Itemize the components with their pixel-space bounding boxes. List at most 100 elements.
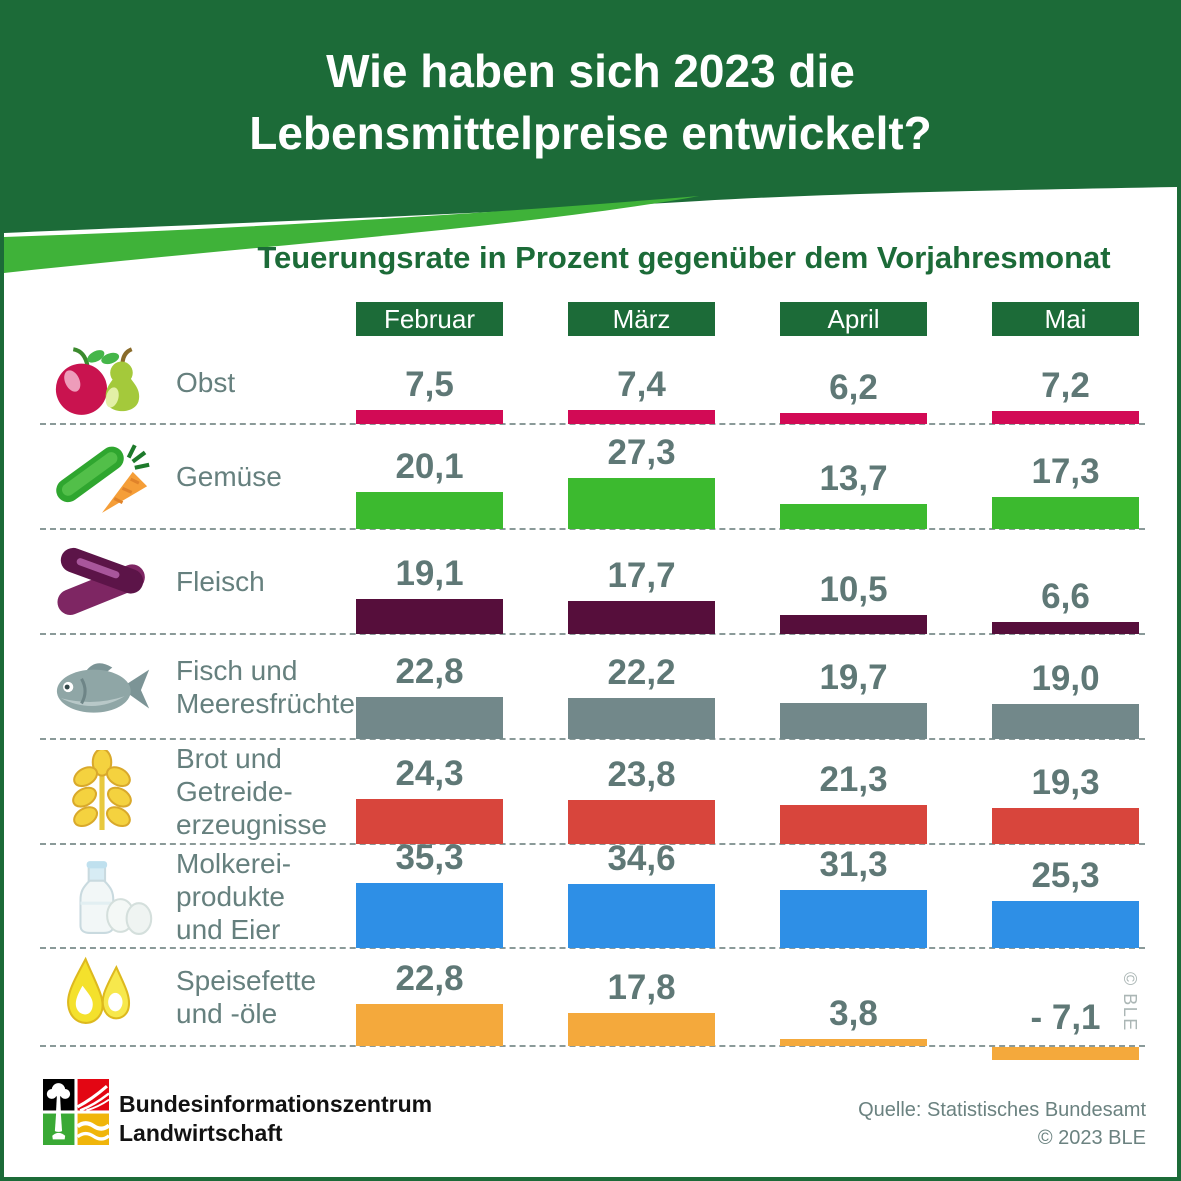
bar-value: 10,5 [819, 570, 888, 609]
bar-value: 22,2 [607, 653, 676, 692]
row-label-line: Obst [176, 366, 236, 398]
bar-value: 7,4 [617, 365, 666, 404]
publisher-name: Bundesinformationszentrum Landwirtschaft [119, 1090, 432, 1148]
month-header: März [568, 302, 715, 336]
bar [780, 1039, 927, 1046]
row-label-line: Getreide- [176, 776, 293, 807]
row-label: Molkerei-produkte und Eier [176, 844, 356, 948]
separator-line [40, 1045, 1145, 1047]
row-label-line: Meeresfrüchte [176, 687, 355, 719]
row-label-line: erzeugnisse [176, 809, 327, 840]
month-header: Februar [356, 302, 503, 336]
bzl-logo [43, 1079, 109, 1145]
row-label: Gemüse [176, 424, 356, 529]
row-label-line: und -öle [176, 998, 278, 1029]
row-label: Speisefette und -öle [176, 948, 356, 1046]
cucumber-carrot-icon [32, 426, 172, 525]
bar [568, 410, 715, 424]
bar-value: 19,7 [819, 658, 888, 697]
ble-credit-watermark: © BLE [1120, 972, 1140, 1032]
row-label: Obst [176, 340, 356, 424]
chart-subtitle: Teuerungsrate in Prozent gegenüber dem V… [257, 240, 1111, 275]
copyright-line: © 2023 BLE [1037, 1127, 1146, 1149]
bar [780, 504, 927, 529]
row-label: Fleisch [176, 529, 356, 634]
page-title: Wie haben sich 2023 die Lebensmittelprei… [4, 40, 1177, 164]
bar-value: 25,3 [1031, 856, 1100, 895]
title-line-1: Wie haben sich 2023 die [326, 45, 855, 97]
bar [356, 410, 503, 424]
bar-value: 31,3 [819, 845, 888, 884]
publisher-line-1: Bundesinformationszentrum [119, 1091, 433, 1117]
row-label-line: Gemüse [176, 461, 282, 492]
bar-value: 17,3 [1031, 452, 1100, 491]
source-credit: Quelle: Statistisches Bundesamt © 2023 B… [764, 1096, 1146, 1152]
bar-value: 34,6 [607, 839, 676, 878]
bar-value: 35,3 [395, 838, 464, 877]
row-label-line: Fleisch [176, 566, 265, 597]
bar-value: 17,8 [607, 968, 676, 1007]
bar-value: 13,7 [819, 459, 888, 498]
month-header: Mai [992, 302, 1139, 336]
separator-line [40, 843, 1145, 845]
bar [992, 622, 1139, 634]
bar [992, 1047, 1139, 1060]
source-line: Quelle: Statistisches Bundesamt [858, 1099, 1146, 1121]
bar [780, 615, 927, 634]
bar-value: 20,1 [395, 447, 464, 486]
separator-line [40, 738, 1145, 740]
bar [568, 601, 715, 634]
publisher-line-2: Landwirtschaft [119, 1120, 283, 1146]
separator-line [40, 633, 1145, 635]
row-label-line: Molkerei- [176, 847, 292, 879]
bar-value: 23,8 [607, 755, 676, 794]
bar [780, 413, 927, 424]
row-label-line: produkte [176, 880, 285, 912]
bar-value: 19,3 [1031, 763, 1100, 802]
bar-value: 7,5 [405, 365, 454, 404]
bar-value: 19,0 [1031, 659, 1100, 698]
bar-value: 7,2 [1041, 366, 1090, 405]
bar-value: - 7,1 [1030, 998, 1101, 1037]
bar [568, 800, 715, 844]
bar [568, 884, 715, 948]
bar [992, 808, 1139, 844]
bar-value: 22,8 [395, 652, 464, 691]
sausages-icon [32, 531, 172, 630]
bar-value: 27,3 [607, 433, 676, 472]
title-line-2: Lebensmittelpreise entwickelt? [249, 107, 932, 159]
row-label-line: Speisefette [176, 965, 317, 996]
bar [356, 697, 503, 739]
header-band [4, 0, 1177, 170]
bar-value: 21,3 [819, 760, 888, 799]
fish-icon [32, 636, 172, 735]
row-label-line: Brot und [176, 743, 282, 774]
row-label-line: und Eier [176, 913, 281, 945]
bar-value: 6,2 [829, 368, 878, 407]
bar-value: 3,8 [829, 994, 878, 1033]
month-header: April [780, 302, 927, 336]
bar [780, 805, 927, 844]
bar [356, 1004, 503, 1046]
bar [568, 1013, 715, 1046]
wheat-icon [32, 741, 172, 840]
header-swoosh-decoration [4, 169, 1177, 273]
separator-line [40, 528, 1145, 530]
bar [992, 411, 1139, 424]
bar-value: 19,1 [395, 554, 464, 593]
bar [568, 698, 715, 739]
bar [568, 478, 715, 529]
bar [780, 890, 927, 948]
separator-line [40, 423, 1145, 425]
bar [356, 883, 503, 948]
bar [992, 497, 1139, 529]
bar [992, 901, 1139, 948]
bar [356, 599, 503, 634]
bar-value: 17,7 [607, 556, 676, 595]
bar [356, 799, 503, 844]
row-label: Brot und Getreide-erzeugnisse [176, 739, 356, 844]
bar [992, 704, 1139, 739]
bar [356, 492, 503, 529]
milk-eggs-icon [32, 846, 172, 944]
